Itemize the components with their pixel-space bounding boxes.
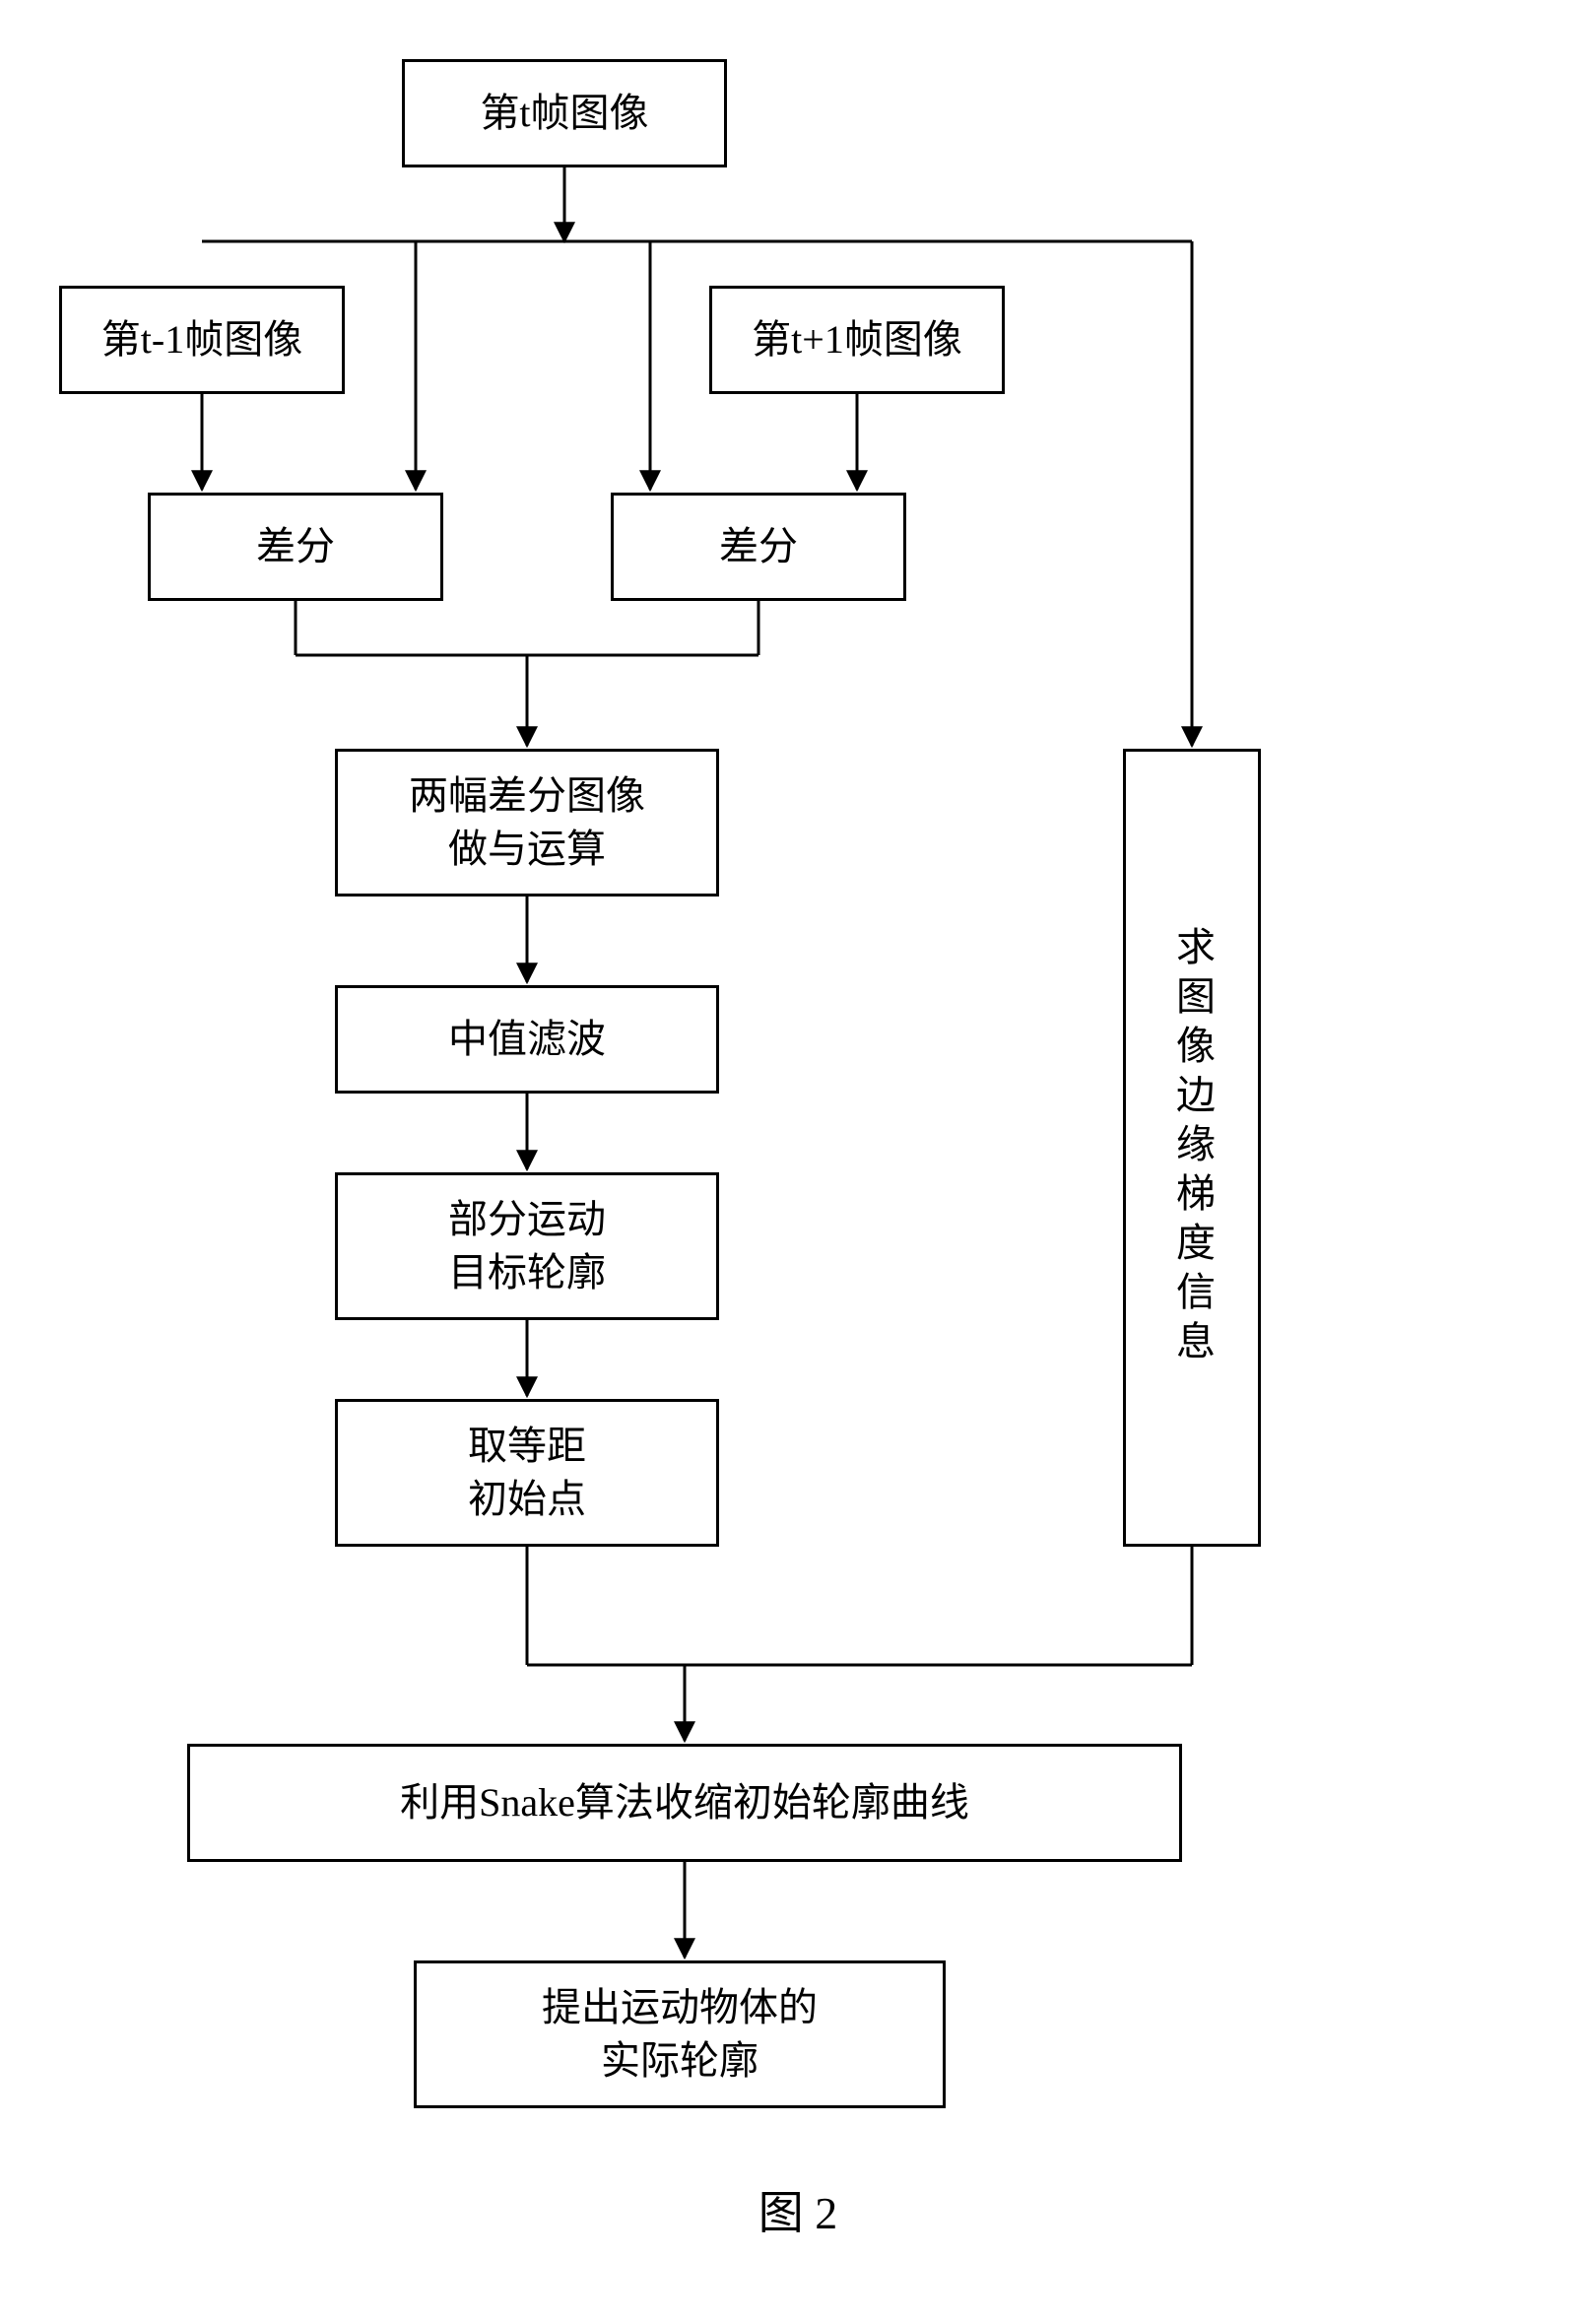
node-diff-right: 差分 bbox=[611, 493, 906, 601]
node-label: 部分运动 目标轮廓 bbox=[448, 1193, 606, 1299]
node-label: 差分 bbox=[256, 520, 335, 573]
caption-text: 图 2 bbox=[758, 2188, 838, 2238]
node-label: 第t帧图像 bbox=[480, 87, 648, 140]
node-label: 第t-1帧图像 bbox=[101, 313, 302, 366]
node-label: 取等距 初始点 bbox=[468, 1420, 586, 1526]
node-label: 第t+1帧图像 bbox=[752, 313, 962, 366]
node-label: 提出运动物体的 实际轮廓 bbox=[542, 1981, 818, 2088]
node-initial-points: 取等距 初始点 bbox=[335, 1399, 719, 1547]
node-edge-gradient: 求图像边缘梯度信息 bbox=[1123, 749, 1261, 1547]
node-median-filter: 中值滤波 bbox=[335, 985, 719, 1094]
node-label: 利用Snake算法收缩初始轮廓曲线 bbox=[400, 1776, 969, 1829]
node-frame-t: 第t帧图像 bbox=[402, 59, 727, 167]
node-label: 中值滤波 bbox=[448, 1013, 606, 1066]
node-label: 差分 bbox=[719, 520, 798, 573]
flowchart-canvas: 第t帧图像 第t-1帧图像 第t+1帧图像 差分 差分 两幅差分图像 做与运算 … bbox=[0, 0, 1582, 2324]
node-and-operation: 两幅差分图像 做与运算 bbox=[335, 749, 719, 896]
node-result-contour: 提出运动物体的 实际轮廓 bbox=[414, 1960, 946, 2108]
node-partial-contour: 部分运动 目标轮廓 bbox=[335, 1172, 719, 1320]
node-frame-t-plus-1: 第t+1帧图像 bbox=[709, 286, 1005, 394]
node-diff-left: 差分 bbox=[148, 493, 443, 601]
node-label: 求图像边缘梯度信息 bbox=[1163, 926, 1220, 1369]
figure-caption: 图 2 bbox=[719, 2177, 877, 2236]
node-label: 两幅差分图像 做与运算 bbox=[409, 769, 645, 876]
node-frame-t-minus-1: 第t-1帧图像 bbox=[59, 286, 345, 394]
node-snake-algorithm: 利用Snake算法收缩初始轮廓曲线 bbox=[187, 1744, 1182, 1862]
